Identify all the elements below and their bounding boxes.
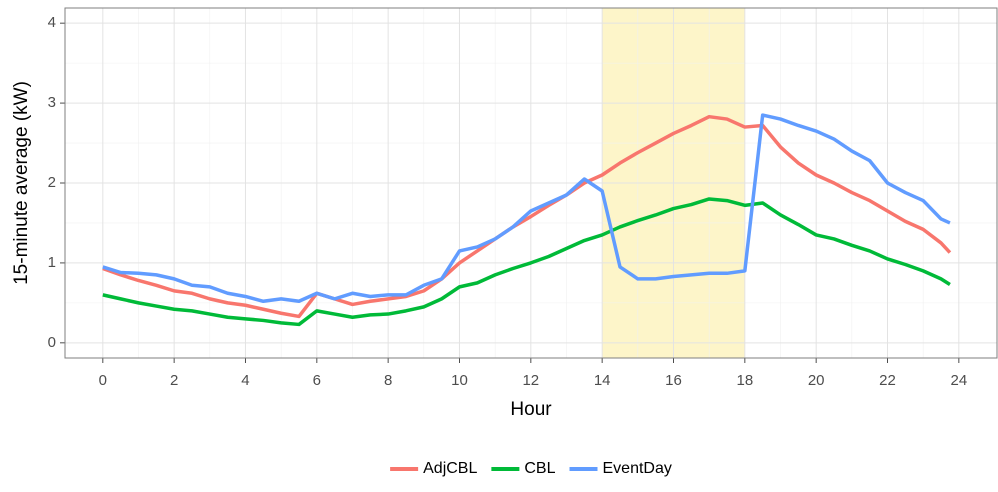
y-axis-title: 15-minute average (kW) <box>11 81 32 285</box>
x-tick-label: 16 <box>665 372 682 389</box>
series-line <box>102 113 951 304</box>
legend-label: CBL <box>524 460 555 477</box>
legend: AdjCBL CBL EventDay <box>390 460 672 477</box>
x-tick-label: 10 <box>451 372 468 389</box>
series-line <box>102 114 952 319</box>
x-tick-label: 18 <box>736 372 753 389</box>
y-tick-label: 1 <box>48 254 56 271</box>
y-tick-label: 3 <box>48 94 56 111</box>
legend-label: AdjCBL <box>423 460 477 477</box>
x-tick-label: 20 <box>808 372 825 389</box>
y-tick-label: 4 <box>48 14 56 31</box>
x-tick-label: 22 <box>879 372 896 389</box>
plot-border <box>64 7 998 359</box>
x-tick-label: 12 <box>522 372 539 389</box>
x-tick-label: 24 <box>950 372 967 389</box>
x-tick-label: 0 <box>99 372 107 389</box>
x-tick-label: 8 <box>384 372 392 389</box>
series-line <box>102 197 951 327</box>
x-axis-title: Hour <box>510 399 552 420</box>
x-tick-label: 14 <box>594 372 611 389</box>
x-tick-label: 4 <box>241 372 249 389</box>
x-tick-label: 2 <box>170 372 178 389</box>
y-tick-label: 2 <box>48 174 56 191</box>
y-tick-label: 0 <box>48 334 56 351</box>
legend-label: EventDay <box>603 460 672 477</box>
x-tick-label: 6 <box>313 372 321 389</box>
